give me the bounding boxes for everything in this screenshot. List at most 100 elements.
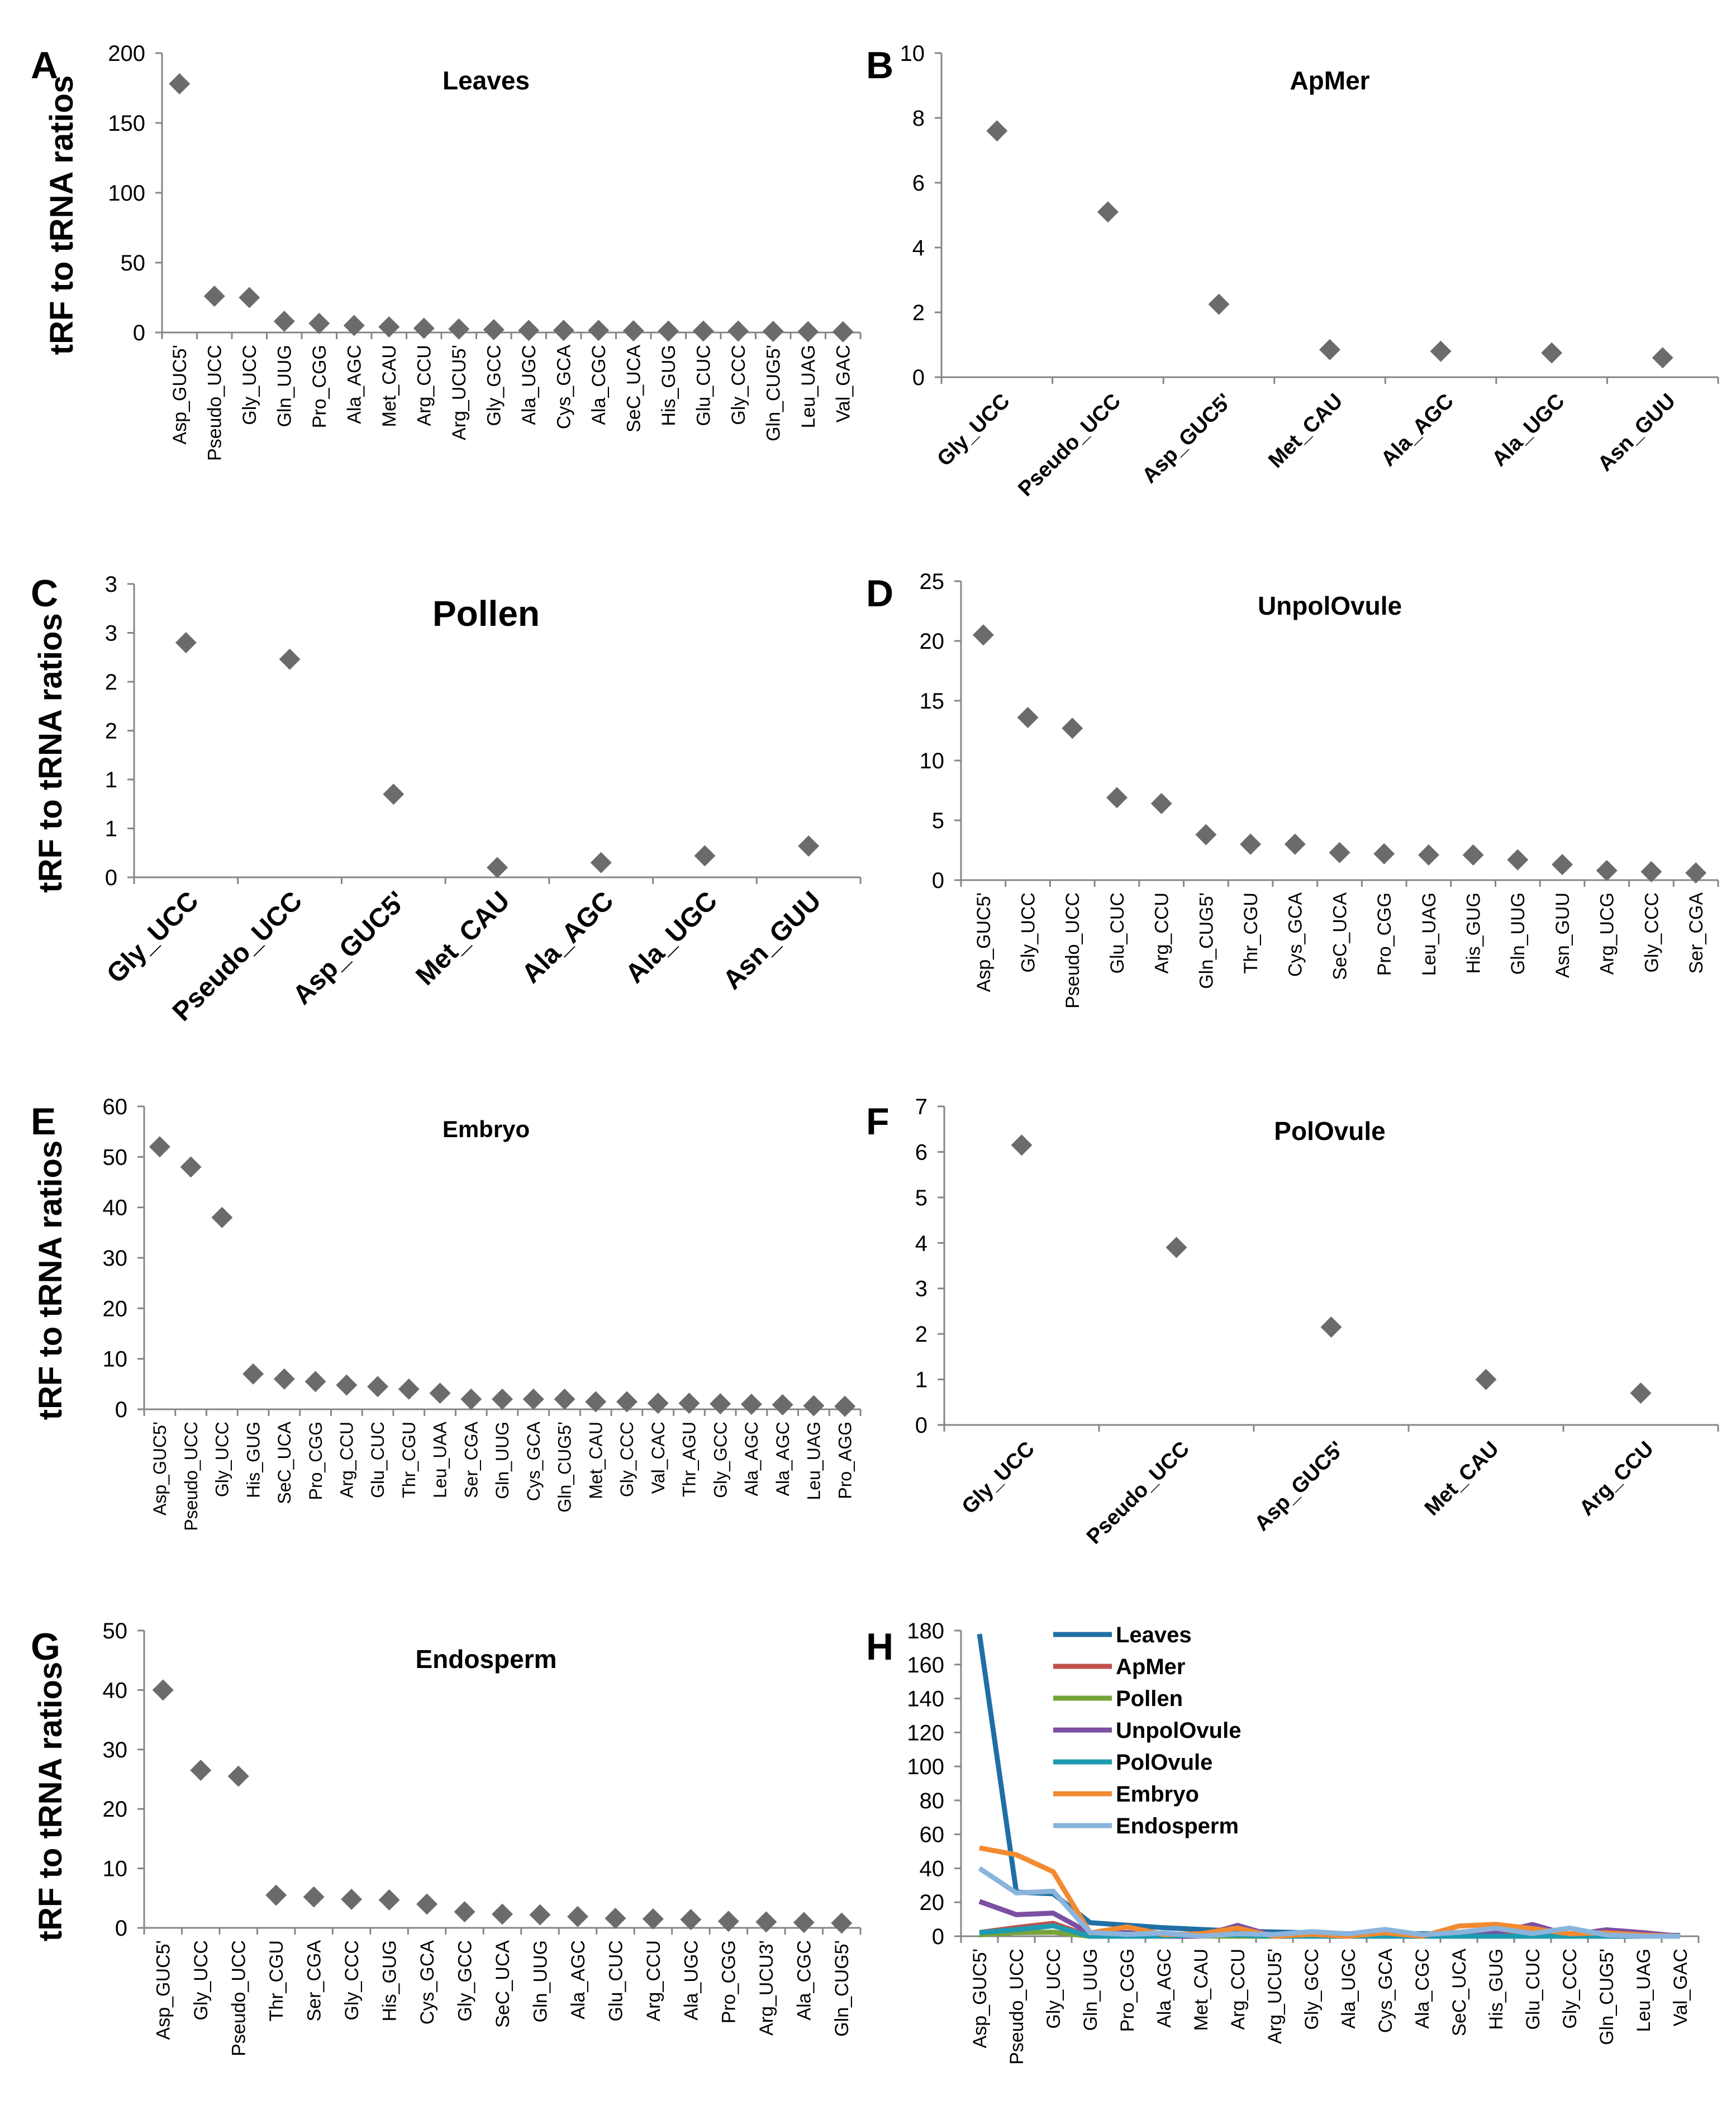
data-point bbox=[694, 845, 716, 867]
data-point bbox=[492, 1388, 513, 1410]
x-tick-label: Ala_AGC bbox=[568, 1940, 589, 2020]
x-tick-label: Gln_CUG5' bbox=[763, 345, 784, 441]
data-point bbox=[1596, 859, 1618, 881]
y-axis-label: tRF to tRNA ratios bbox=[32, 613, 69, 892]
x-tick-label: Pro_CGG bbox=[309, 345, 330, 428]
y-tick-label: 120 bbox=[907, 1721, 944, 1745]
y-tick-label: 60 bbox=[920, 1823, 945, 1847]
chart-title: Pollen bbox=[432, 593, 540, 634]
data-point bbox=[1150, 793, 1172, 815]
panel-a: A Leaves tRF to tRNA ratios 0 50 100 150 200 Asp… bbox=[31, 41, 862, 461]
y-tick-label: 10 bbox=[900, 41, 925, 66]
chart-title: Embryo bbox=[443, 1116, 530, 1142]
data-point bbox=[308, 312, 330, 334]
legend-label: Leaves bbox=[1116, 1623, 1192, 1647]
x-tick-label: Asp_GUC5' bbox=[287, 886, 412, 1010]
x-tick-label: Gly_UCC bbox=[101, 886, 204, 989]
x-tick-label: His_GUG bbox=[1463, 892, 1485, 973]
y-tick-label: 3 bbox=[105, 572, 117, 597]
data-point bbox=[1284, 833, 1306, 855]
y-tick-label: 6 bbox=[912, 171, 925, 196]
data-point bbox=[647, 1393, 669, 1414]
x-tick-label: Cys_GCA bbox=[524, 1421, 544, 1501]
data-point bbox=[239, 287, 260, 308]
x-tick-label: Gln_CUG5' bbox=[831, 1940, 853, 2037]
chart-title: Endosperm bbox=[415, 1645, 557, 1674]
x-tick-label: Leu_UAG bbox=[804, 1422, 824, 1500]
legend-label: UnpolOvule bbox=[1116, 1718, 1241, 1743]
legend-label: Embryo bbox=[1116, 1782, 1199, 1807]
data-point bbox=[834, 1395, 856, 1417]
y-tick-label: 20 bbox=[103, 1296, 128, 1321]
x-tick-label: Asp_GUC5' bbox=[969, 1949, 991, 2048]
x-tick-label: Pro_CGG bbox=[719, 1940, 740, 2023]
data-point bbox=[429, 1382, 451, 1404]
y-tick-label: 1 bbox=[915, 1368, 928, 1393]
x-tick-label: Leu_UAG bbox=[1419, 892, 1440, 976]
x-tick-label: Ser_CGA bbox=[461, 1421, 481, 1498]
data-point bbox=[1541, 342, 1563, 364]
y-tick-label: 80 bbox=[920, 1789, 945, 1813]
x-tick-label: Pro_CGG bbox=[1374, 892, 1395, 976]
data-point bbox=[680, 1909, 702, 1931]
y-tick-label: 20 bbox=[920, 629, 945, 654]
y-tick-label: 15 bbox=[920, 689, 945, 714]
data-point bbox=[522, 1388, 544, 1410]
x-tick-label: Asp_GUC5' bbox=[153, 1940, 174, 2040]
data-point bbox=[487, 857, 508, 878]
data-point bbox=[832, 321, 854, 343]
y-tick-label: 0 bbox=[912, 365, 925, 390]
x-tick-label: Ala_AGC bbox=[344, 345, 365, 424]
x-tick-label: Ala_UGC bbox=[1338, 1949, 1359, 2029]
data-point bbox=[341, 1888, 363, 1910]
x-tick-label: Glu_CUC bbox=[605, 1940, 626, 2021]
x-tick-label: Thr_CGU bbox=[266, 1940, 287, 2021]
x-tick-label: Arg_UCG bbox=[1597, 892, 1618, 975]
y-tick-label: 3 bbox=[915, 1277, 928, 1301]
x-tick-label: Arg_CCU bbox=[1152, 892, 1173, 973]
x-tick-label: Thr_CGU bbox=[1240, 892, 1262, 973]
y-tick-label: 0 bbox=[105, 866, 117, 890]
x-tick-label: Arg_UCU5' bbox=[449, 345, 470, 440]
y-tick-label: 40 bbox=[920, 1856, 945, 1881]
data-point bbox=[798, 835, 820, 857]
y-tick-label: 2 bbox=[912, 301, 925, 325]
y-tick-label: 100 bbox=[108, 181, 145, 206]
x-tick-label: Gly_UCC bbox=[1017, 892, 1039, 973]
data-point bbox=[413, 317, 435, 339]
y-tick-label: 0 bbox=[115, 1916, 127, 1941]
data-point bbox=[588, 320, 610, 341]
data-point bbox=[454, 1901, 475, 1923]
x-tick-label: Cys_GCA bbox=[417, 1940, 438, 2025]
x-tick-label: Gln_CUG5' bbox=[1196, 892, 1217, 989]
data-point bbox=[529, 1904, 551, 1926]
x-tick-label: Cys_GCA bbox=[1375, 1949, 1396, 2033]
panel-d: D UnpolOvule 0 5 10 15 20 25 Asp_GUC5' Gly_UCC Pse… bbox=[866, 569, 1719, 1009]
data-point bbox=[1373, 843, 1395, 864]
x-tick-label: Ala_AGC bbox=[516, 886, 620, 989]
x-tick-label: Ser_CGA bbox=[304, 1940, 325, 2022]
data-point bbox=[1630, 1382, 1652, 1404]
x-tick-label: Cys_GCA bbox=[1285, 892, 1306, 977]
x-tick-label: Val_GAC bbox=[833, 345, 854, 422]
data-point bbox=[710, 1393, 731, 1415]
legend-label: Endosperm bbox=[1116, 1814, 1239, 1838]
x-tick-label: Arg_CCU bbox=[1575, 1437, 1658, 1520]
data-point bbox=[1462, 844, 1484, 866]
y-tick-label: 160 bbox=[907, 1653, 944, 1678]
x-tick-label: Gly_UCC bbox=[239, 345, 260, 425]
y-tick-label: 2 bbox=[105, 670, 117, 695]
data-point bbox=[227, 1765, 249, 1787]
x-tick-label: Gly_CCC bbox=[728, 345, 749, 425]
panel-letter: G bbox=[31, 1626, 60, 1668]
y-tick-label: 30 bbox=[103, 1738, 128, 1762]
x-tick-label: SeC_UCA bbox=[274, 1421, 294, 1504]
x-tick-label: Ala_AGC bbox=[1154, 1949, 1175, 2028]
x-tick-label: Leu_UAG bbox=[798, 345, 819, 428]
x-tick-label: Asn_GUU bbox=[1552, 892, 1573, 978]
x-tick-label: Ala_UGC bbox=[519, 345, 540, 425]
panel-letter: E bbox=[31, 1100, 56, 1143]
data-point bbox=[149, 1136, 170, 1158]
